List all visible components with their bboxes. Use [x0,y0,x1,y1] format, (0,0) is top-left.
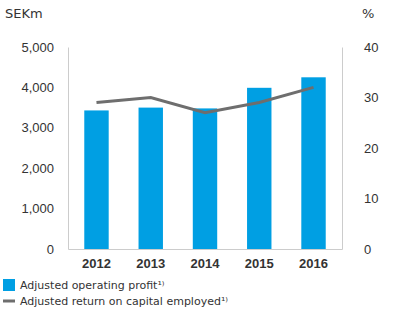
bar [84,110,108,249]
y2-tick-label: 40 [364,40,378,55]
y2-tick: 0 [342,242,371,257]
bar [139,108,163,249]
y2-axis-title: % [362,6,374,21]
legend-swatch [3,300,15,303]
x-tick: 2016 [299,249,328,271]
x-tick-label: 2016 [299,256,328,271]
marks [84,77,325,249]
bar [193,108,217,249]
legend-label: Adjusted return on capital employed¹⁾ [20,295,228,308]
x-tick-label: 2013 [136,256,165,271]
legend: Adjusted operating profit¹⁾ Adjusted retu… [3,279,228,308]
y-axis-title: SEKm [5,6,43,21]
chart: 01,0002,0003,0004,0005,00001020304020122… [0,0,402,311]
y-tick-label: 5,000 [21,40,54,55]
y2-axis-line [342,48,343,250]
y2-tick-label: 30 [364,90,378,105]
y2-tick: 20 [342,141,378,156]
y2-tick-label: 10 [364,191,378,206]
x-tick-label: 2014 [191,256,221,271]
y2-tick: 10 [342,191,378,206]
y-tick: 4,000 [21,80,68,95]
y-tick-label: 2,000 [21,161,54,176]
y-axis: 0 1,000 2,000 3,000 4,000 5,000 [21,40,68,257]
y2-tick: 30 [342,90,378,105]
x-tick: 2014 [191,249,221,271]
line [96,87,313,112]
y2-tick-label: 20 [364,141,378,156]
y2-axis: 0 10 20 30 40 [342,40,378,257]
y-tick: 2,000 [21,161,68,176]
bar [301,77,325,249]
y2-tick: 40 [342,40,378,55]
y-tick: 5,000 [21,40,68,55]
plot-area: 01,0002,0003,0004,0005,00001020304020122… [21,40,378,272]
x-tick-label: 2012 [82,256,111,271]
y-tick: 3,000 [21,120,68,135]
y-tick-label: 3,000 [21,120,54,135]
bar-series [84,77,325,249]
y-tick-label: 0 [47,242,54,257]
y-tick: 1,000 [21,201,68,216]
y-tick-label: 1,000 [21,201,54,216]
legend-swatch [3,279,15,291]
y2-tick-label: 0 [364,242,371,257]
y-axis-line [68,48,69,250]
legend-label: Adjusted operating profit¹⁾ [20,279,165,292]
x-tick: 2012 [82,249,111,271]
x-axis-line [69,249,343,250]
x-tick: 2013 [136,249,165,271]
x-tick: 2015 [245,249,274,271]
y-tick: 0 [47,242,68,257]
bar [247,88,271,249]
x-tick-label: 2015 [245,256,274,271]
y-tick-label: 4,000 [21,80,54,95]
x-axis: 2012 2013 2014 2015 2016 [69,249,343,271]
